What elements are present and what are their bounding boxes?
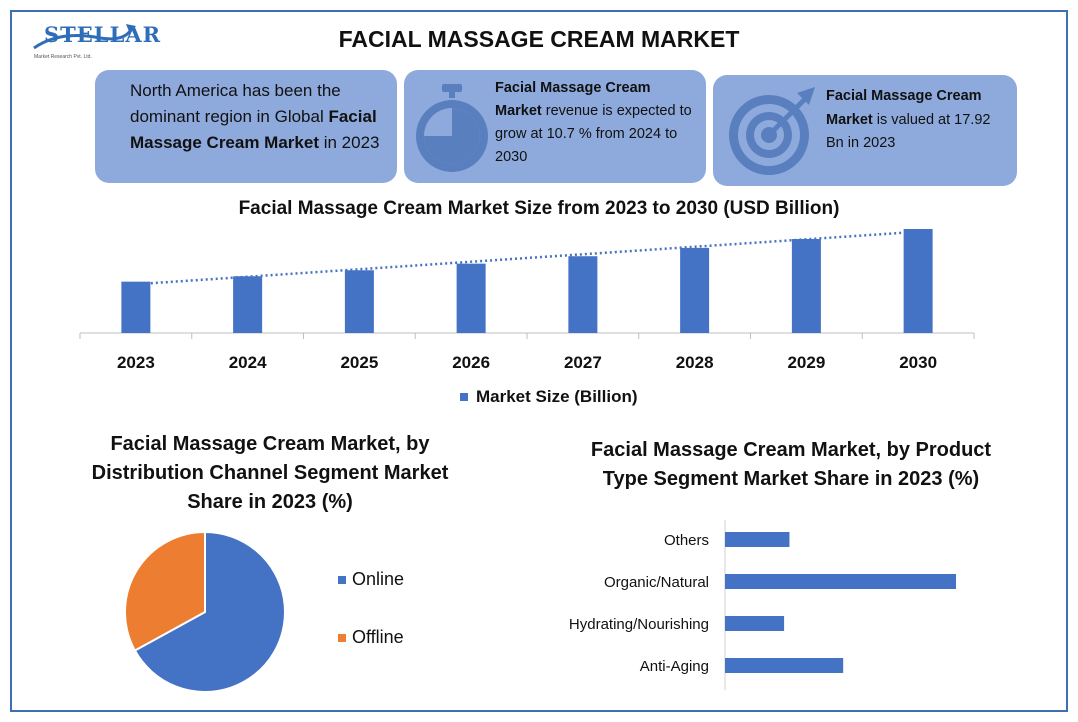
legend-swatch-market-size bbox=[460, 393, 468, 401]
card-region-line1: North America has been the dominant regi… bbox=[130, 81, 341, 126]
product-type-bar-chart: Others Organic/Natural Hydrating/Nourishin… bbox=[569, 520, 956, 690]
x-tick-label: 2024 bbox=[229, 353, 267, 372]
hbar-anti-aging bbox=[725, 658, 844, 673]
card-value-text: Facial Massage Cream Market is valued at… bbox=[826, 85, 1011, 156]
card-growth-bold: Facial Massage Cream Market bbox=[495, 80, 651, 119]
legend-swatch-offline bbox=[338, 633, 346, 642]
x-tick-label: 2027 bbox=[564, 353, 602, 372]
bar-2026 bbox=[456, 263, 486, 333]
bar-2027 bbox=[568, 256, 598, 333]
x-tick-label: 2023 bbox=[117, 353, 155, 372]
target-icon bbox=[729, 87, 815, 175]
market-size-bar-chart: 2023 2024 2025 2026 2027 2028 2029 2030 bbox=[79, 229, 975, 372]
card-region-text: North America has been the dominant regi… bbox=[130, 78, 390, 156]
hbar-hydrating-nourishing bbox=[725, 616, 785, 631]
bar-2024 bbox=[233, 276, 263, 333]
y-tick-label: Hydrating/Nourishing bbox=[569, 616, 709, 633]
info-card-growth: Facial Massage Cream Market revenue is e… bbox=[404, 70, 706, 183]
bar-2025 bbox=[344, 270, 374, 333]
x-tick-label: 2026 bbox=[452, 353, 490, 372]
legend-label-offline: Offline bbox=[352, 627, 404, 647]
stopwatch-icon bbox=[416, 84, 488, 172]
card-growth-text: Facial Massage Cream Market revenue is e… bbox=[495, 77, 695, 169]
pie-slice-online bbox=[133, 530, 286, 693]
pie-legend-offline: Offline bbox=[338, 627, 404, 648]
distribution-channel-chart-title: Facial Massage Cream Market, by Distribu… bbox=[91, 433, 449, 513]
infographic-frame bbox=[10, 10, 1068, 712]
legend-label-market-size: Market Size (Billion) bbox=[476, 387, 638, 406]
x-tick-label: 2029 bbox=[787, 353, 825, 372]
legend-label-online: Online bbox=[352, 569, 405, 589]
card-value-body: is valued at 17.92 Bn in 2023 bbox=[826, 111, 991, 152]
x-tick-label: 2028 bbox=[676, 353, 714, 372]
pie-legend-online: Online bbox=[338, 569, 404, 590]
hbar-others bbox=[725, 532, 790, 547]
logo-swoosh-icon bbox=[33, 24, 136, 50]
y-tick-label: Anti-Aging bbox=[640, 658, 709, 675]
info-card-value: Facial Massage Cream Market is valued at… bbox=[713, 75, 1017, 186]
card-region-bold: Facial Massage Cream Market bbox=[130, 107, 377, 152]
info-card-region: North America has been the dominant regi… bbox=[95, 70, 397, 183]
legend-swatch-online bbox=[338, 575, 346, 584]
distribution-channel-pie-chart bbox=[124, 530, 286, 693]
card-region-line2: in 2023 bbox=[318, 133, 380, 152]
y-tick-label: Organic/Natural bbox=[604, 574, 709, 591]
stellar-logo: STELLAR Market Research Pvt. Ltd. bbox=[30, 18, 160, 64]
x-tick-label: 2025 bbox=[340, 353, 378, 372]
market-size-chart-title: Facial Massage Cream Market Size from 20… bbox=[238, 198, 840, 219]
card-value-bold: Facial Massage Cream Market bbox=[826, 88, 982, 128]
hbar-organic-natural bbox=[725, 574, 956, 589]
bar-2030 bbox=[903, 229, 933, 333]
logo-subtitle: Market Research Pvt. Ltd. bbox=[34, 54, 92, 60]
page-title: FACIAL MASSAGE CREAM MARKET bbox=[338, 26, 740, 52]
x-tick-label: 2030 bbox=[899, 353, 937, 372]
bar-2028 bbox=[680, 247, 710, 333]
logo-text: STELLAR bbox=[44, 22, 162, 47]
bar-2023 bbox=[121, 281, 151, 333]
product-type-chart-title: Facial Massage Cream Market, by Product … bbox=[590, 439, 992, 490]
y-tick-label: Others bbox=[664, 532, 709, 549]
card-growth-body: revenue is expected to grow at 10.7 % fr… bbox=[495, 103, 692, 165]
market-size-legend: Market Size (Billion) bbox=[460, 387, 638, 407]
pie-slice-offline bbox=[124, 530, 206, 652]
trendline bbox=[135, 230, 919, 286]
bar-2029 bbox=[791, 239, 821, 333]
